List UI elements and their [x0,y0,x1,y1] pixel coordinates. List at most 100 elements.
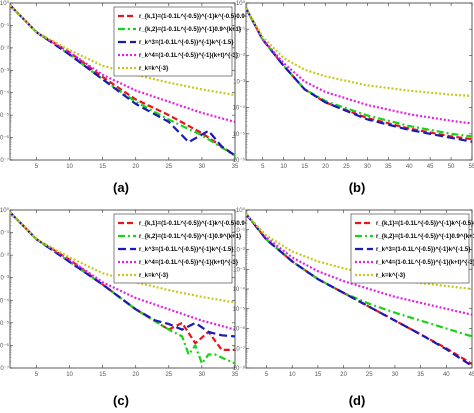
legend-label: r_{k,2}=(1-0.1L^{-0.5})^{-1}0.9^{k+1} [139,234,242,240]
legend-label: r_{k,2}=(1-0.1L^{-0.5})^{-1}0.9^{k+1} [139,27,242,33]
y-tick-label: 10⁻⁶ [233,326,246,333]
x-tick-label: 40 [443,372,450,378]
x-tick-label: 10 [66,164,73,170]
x-tick-label: 20 [322,164,329,170]
legend-label: r_k^4=(1-0.1L^{-0.5})^{-1}(k+t)^{-3} [139,53,239,59]
x-tick-label: 45 [469,372,474,378]
y-tick-label: 10⁻⁵ [0,112,10,119]
y-tick-label: 10⁻⁶ [0,342,10,349]
legend-label: r_k^3=(1-0.1L^{-0.5})^{-1}k^{-1.5} [376,247,471,253]
y-tick-label: 10⁻⁴ [0,90,9,97]
x-tick-label: 15 [315,372,322,378]
x-tick-label: 10 [289,372,296,378]
legend-label: r_k^3=(1-0.1L^{-0.5})^{-1}k^{-1.5} [139,40,234,46]
x-tick-label: 30 [199,372,206,378]
x-tick-label: 35 [232,372,239,378]
series-line-5 [245,213,473,291]
y-tick-label: 10⁻² [233,53,245,59]
y-tick-label: 10⁻⁴ [233,286,246,293]
y-tick-label: 10⁻² [233,248,245,254]
x-tick-label: 30 [199,164,206,170]
panel-title: (b) [349,180,366,195]
legend-label: r_k=k^{-3} [376,273,406,279]
x-tick-label: 55 [469,164,474,170]
legend-label: r_{k,1}=(1-0.1L^{-0.5})^{-1}k^{-0.5}0.9^… [139,14,257,20]
y-tick-label: 10⁻⁷ [0,365,9,372]
x-tick-label: 40 [406,164,413,170]
series-line-4 [245,7,473,125]
y-tick-label: 10⁻¹ [0,23,9,29]
legend-label: r_{k,1}=(1-0.1L^{-0.5})^{-1}k^{-0.5}0.9^… [139,221,257,227]
panel-title: (d) [349,393,366,408]
y-tick-label: 10⁰ [0,207,10,214]
series-line-1 [9,4,236,157]
series-line-3 [9,211,236,338]
x-tick-label: 20 [340,372,347,378]
x-tick-label: 20 [132,164,139,170]
x-tick-label: 5 [265,372,269,378]
x-tick-label: 25 [165,372,172,378]
y-tick-label: 10⁰ [0,0,10,7]
legend-label: r_k=k^{-3} [139,273,169,279]
x-tick-label: 35 [232,164,239,170]
series-line-4 [245,213,473,316]
x-tick-label: 5 [35,372,39,378]
legend-label: r_k^3=(1-0.1L^{-0.5})^{-1}k^{-1.5} [139,247,234,253]
y-tick-label: 10⁻³ [233,267,245,273]
x-tick-label: 30 [364,164,371,170]
x-tick-label: 15 [99,372,106,378]
y-tick-label: 10⁻⁴ [0,297,9,304]
y-tick-label: 10⁻¹ [0,231,9,237]
x-tick-label: 5 [261,164,265,170]
series-line-3 [245,7,473,143]
y-tick-label: 10⁻³ [0,276,9,282]
y-tick-label: 10⁻⁸ [233,365,246,372]
y-tick-label: 10⁻⁴ [233,105,246,112]
y-tick-label: 10⁻⁷ [0,157,9,164]
series-line-2 [245,7,473,138]
legend-label: r_k^4=(1-0.1L^{-0.5})^{-1}(k+t)^{-3} [139,260,239,266]
x-tick-label: 35 [417,372,424,378]
y-tick-label: 10⁻² [0,46,9,52]
panel-title: (a) [113,180,129,195]
legend-label: r_k=k^{-3} [139,66,169,72]
y-tick-label: 10⁻³ [233,80,245,86]
y-tick-label: 10⁻¹ [233,27,245,33]
x-tick-label: 50 [448,164,455,170]
x-tick-label: 10 [66,372,73,378]
x-tick-label: 15 [301,164,308,170]
y-tick-label: 10⁰ [236,207,246,214]
x-tick-label: 5 [35,164,39,170]
y-tick-label: 10⁻⁶ [0,135,10,142]
legend-label: r_k^4=(1-0.1L^{-0.5})^{-1}(k+t)^{-3} [376,260,474,266]
series-line-3 [245,213,473,367]
x-tick-label: 15 [99,164,106,170]
panel-c: 5 10 15 20 25 30 35 10⁻⁷ 10⁻⁶ 10⁻⁵ 10⁻⁴ 10⁻³ 10⁻² 10⁻… [0,207,257,408]
x-tick-label: 25 [343,164,350,170]
y-tick-label: 10⁻⁵ [233,306,246,313]
legend-label: r_{k,1}=(1-0.1L^{-0.5})^{-1}k^{-0.5}0.9^… [376,221,474,227]
y-tick-label: 10⁻² [0,253,9,259]
y-tick-label: 10⁻⁵ [0,320,10,327]
y-tick-label: 10⁻⁶ [233,157,246,164]
y-tick-label: 10⁻³ [0,68,9,74]
panel-a: 5 10 15 20 25 30 35 10⁻⁷ 10⁻⁶ 10⁻⁵ 10⁻⁴ 10⁻³ 10⁻² 10⁻… [0,0,257,195]
x-tick-label: 10 [280,164,287,170]
x-tick-label: 35 [385,164,392,170]
x-tick-label: 25 [366,372,373,378]
y-tick-label: 10⁻⁵ [233,131,246,138]
y-tick-label: 10⁻¹ [233,228,245,234]
series-line-3 [9,4,236,157]
y-tick-label: 10⁰ [236,0,246,7]
y-tick-label: 10⁻⁷ [233,345,245,352]
panel-title: (c) [113,393,129,408]
x-tick-label: 20 [132,372,139,378]
panel-d: 5 10 15 20 25 30 35 40 45 10⁻⁸ 10⁻⁷ 10⁻⁶ 10⁻⁵ 10⁻⁴ 10⁻… [233,207,474,408]
series-line-5 [245,7,473,97]
x-tick-label: 45 [427,164,434,170]
legend-label: r_{k,2}=(1-0.1L^{-0.5})^{-1}0.9^{k+1} [376,234,474,240]
panel-b: 5 10 15 20 25 30 35 40 45 50 55 10⁻⁶ 10⁻⁵ 10⁻⁴ 10⁻³ 10⁻… [233,0,474,195]
x-tick-label: 25 [165,164,172,170]
x-tick-label: 30 [392,372,399,378]
